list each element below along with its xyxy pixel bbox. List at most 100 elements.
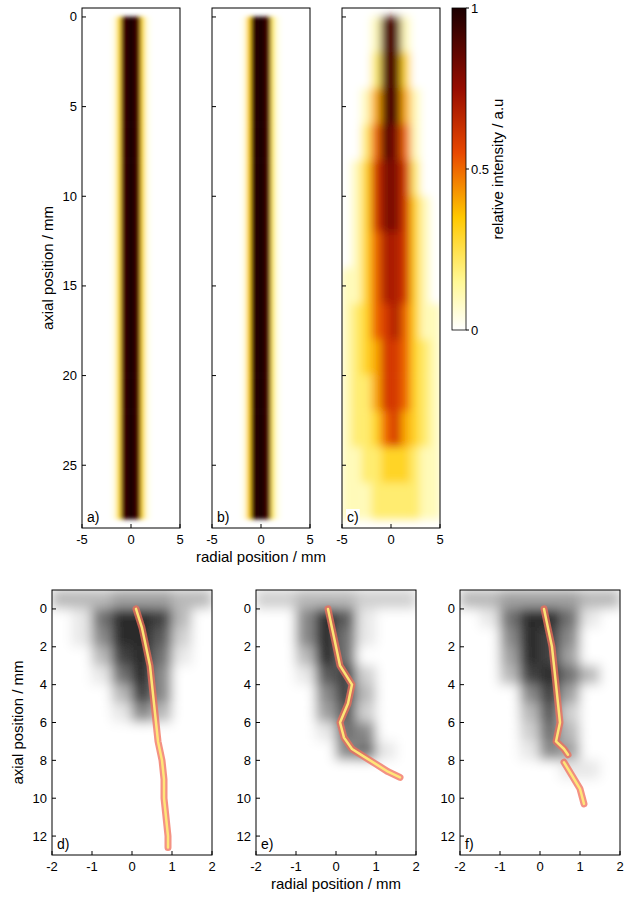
cell: [430, 304, 440, 340]
cell: [460, 590, 480, 609]
cell: [430, 53, 440, 89]
cell: [391, 339, 401, 375]
cell: [126, 53, 132, 89]
y-tick: [460, 608, 464, 609]
cell: [136, 17, 142, 53]
cell: [246, 160, 252, 196]
cell: [275, 232, 281, 268]
filament-halo: [564, 762, 584, 804]
plot-area: [52, 590, 212, 855]
filament-core: [136, 609, 168, 848]
cell: [540, 760, 561, 780]
cell: [246, 232, 252, 268]
cell: [356, 609, 377, 629]
cell: [261, 411, 267, 447]
cell: [500, 646, 521, 666]
cell: [430, 17, 440, 53]
cell: [381, 232, 391, 268]
cell: [361, 53, 371, 89]
cell: [52, 760, 72, 780]
cell: [276, 609, 297, 629]
cell: [131, 160, 137, 196]
cell: [381, 411, 391, 447]
cell: [251, 53, 257, 89]
y-tick-label: 0: [244, 601, 251, 616]
cell: [121, 268, 127, 304]
cell: [52, 646, 72, 666]
x-tick-label: -5: [336, 532, 348, 547]
cell: [401, 375, 411, 411]
plot-bg: [256, 590, 416, 855]
x-tick: [82, 524, 83, 528]
cell: [256, 483, 261, 519]
cell: [136, 483, 142, 519]
cell: [361, 304, 371, 340]
cell: [401, 160, 411, 196]
x-tick: [132, 851, 133, 855]
cell: [192, 628, 212, 648]
x-tick: [416, 851, 417, 855]
cell: [131, 196, 137, 232]
cell: [296, 798, 317, 818]
cell: [500, 798, 521, 818]
cell: [276, 628, 297, 648]
cell: [92, 703, 113, 723]
cell: [251, 411, 257, 447]
cell: [352, 339, 362, 375]
cell: [560, 590, 581, 609]
x-tick-label: 2: [616, 859, 623, 874]
cell: [356, 590, 377, 609]
cell: [371, 88, 381, 124]
cell: [256, 196, 261, 232]
cell: [600, 609, 620, 629]
x-tick-label: -2: [46, 859, 58, 874]
cell: [241, 447, 247, 483]
cell: [381, 483, 391, 519]
cell: [401, 124, 411, 160]
x-tick: [212, 851, 213, 855]
cell: [391, 483, 401, 519]
cell: [251, 196, 257, 232]
cell: [276, 665, 297, 685]
cell: [111, 447, 117, 483]
cell: [420, 17, 430, 53]
cell: [72, 703, 93, 723]
cell: [420, 304, 430, 340]
cb-tick: [466, 8, 469, 9]
x-tick-label: -1: [494, 859, 506, 874]
cell: [256, 703, 276, 723]
cell: [261, 88, 267, 124]
filament-halo: [136, 609, 168, 848]
cell: [480, 665, 501, 685]
cell: [371, 304, 381, 340]
cell: [371, 53, 381, 89]
cell: [52, 722, 72, 742]
y-tick: [212, 16, 216, 17]
cell: [256, 447, 261, 483]
cell: [500, 590, 521, 609]
x-tick-label: -5: [206, 532, 218, 547]
y-tick: [256, 684, 260, 685]
cell: [342, 447, 352, 483]
cell: [410, 268, 420, 304]
x-axis-title: radial position / mm: [271, 875, 401, 892]
cell: [251, 304, 257, 340]
cell: [246, 447, 252, 483]
cell: [52, 798, 72, 818]
cell: [580, 741, 601, 761]
cell: [266, 88, 272, 124]
cell: [136, 411, 142, 447]
cell: [396, 590, 416, 609]
cell: [126, 196, 132, 232]
cell: [192, 590, 212, 609]
cell: [520, 665, 541, 685]
figure: -5050510152025axial position / mma)-505r…: [0, 0, 631, 903]
cell: [172, 646, 193, 666]
cell: [131, 17, 137, 53]
panel-letter: c): [347, 509, 359, 525]
x-tick: [172, 851, 173, 855]
cell: [126, 232, 132, 268]
cell: [580, 665, 601, 685]
cell: [116, 124, 122, 160]
cell: [111, 304, 117, 340]
